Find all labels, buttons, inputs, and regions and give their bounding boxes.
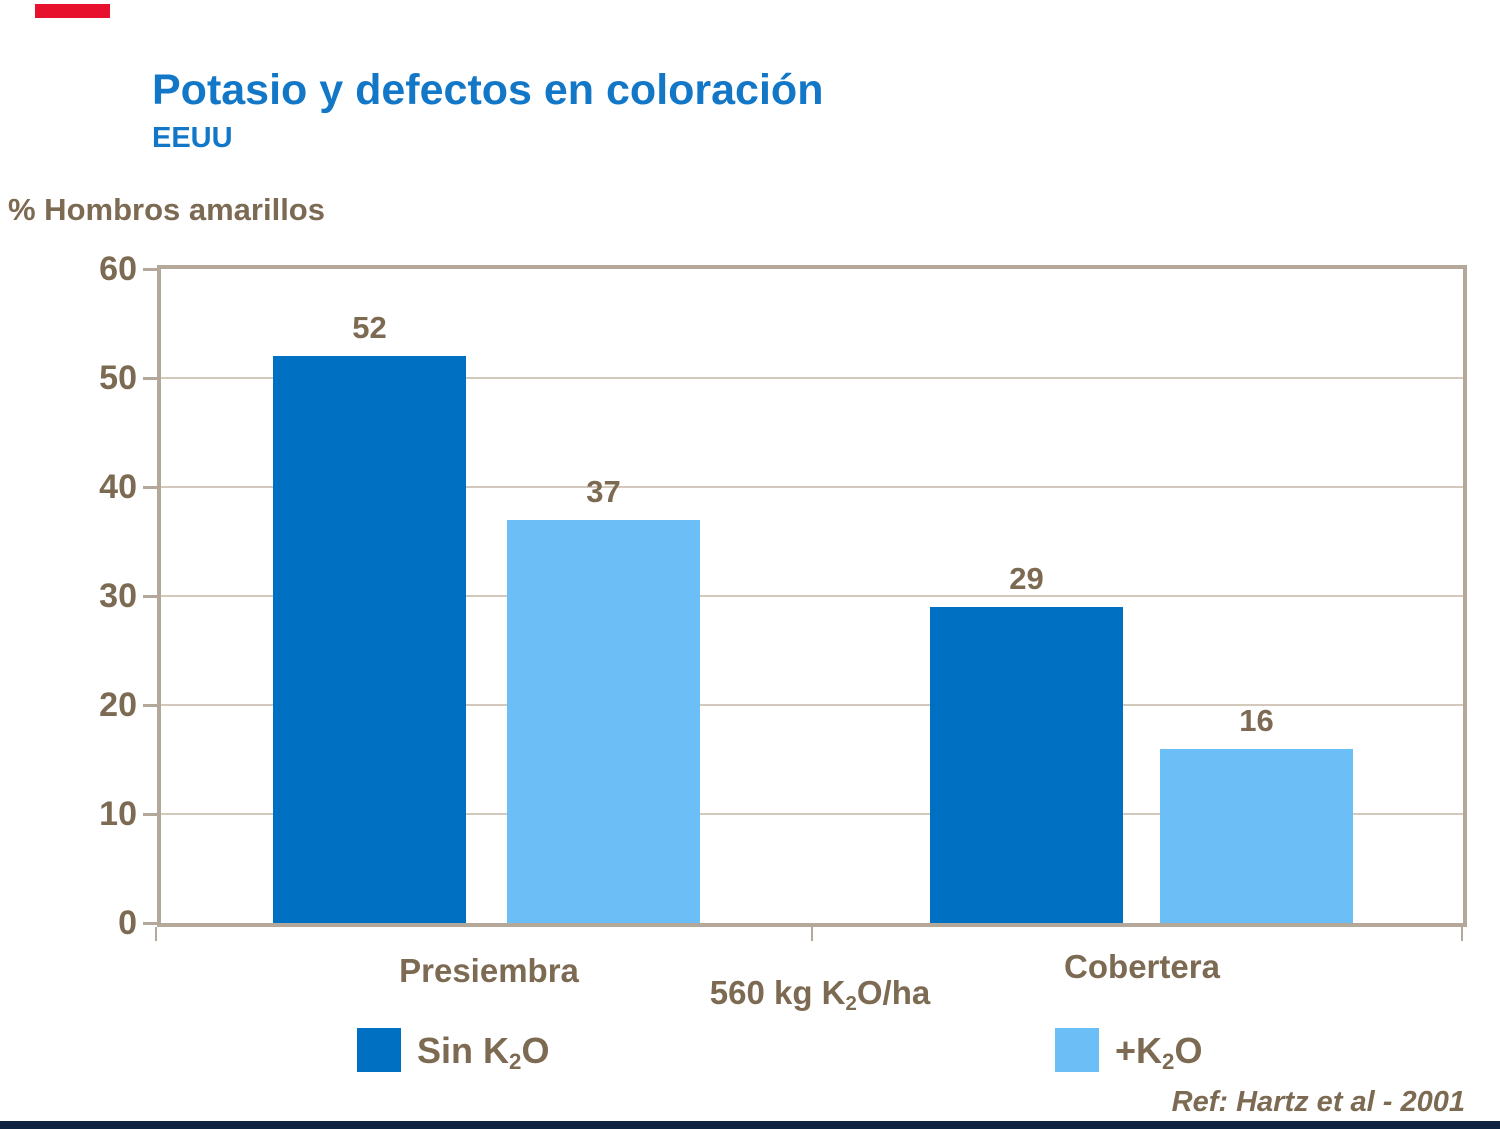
bar-cobertera-sin-k2o	[930, 606, 1123, 923]
gridline-20	[161, 704, 1463, 706]
legend-plus-pre: +K	[1115, 1030, 1163, 1071]
y-tick-label-20: 20	[99, 686, 137, 724]
y-tick-label-40: 40	[99, 468, 137, 506]
x-category-label-presiembra: Presiembra	[399, 952, 579, 989]
y-tick-mark-40	[143, 485, 157, 489]
y-tick-label-0: 0	[118, 904, 137, 942]
chart-subtitle: EEUU	[152, 122, 233, 154]
x-axis-note: 560 kg K2O/ha	[620, 974, 1020, 1015]
bar-value-label: 37	[586, 473, 621, 509]
y-tick-mark-10	[143, 812, 157, 816]
y-tick-label-60: 60	[99, 250, 137, 288]
x-axis-note-post: O/ha	[856, 974, 931, 1011]
bottom-accent-bar	[0, 1121, 1500, 1129]
y-tick-mark-60	[143, 267, 157, 271]
legend-swatch-sin-k2o	[357, 1028, 401, 1072]
bar-value-label: 52	[352, 310, 387, 346]
bar-cobertera-plus-k2o	[1160, 748, 1353, 923]
x-tick-mark-0	[155, 927, 157, 941]
plot-area: 52 37 29 16	[157, 265, 1467, 927]
y-tick-mark-30	[143, 594, 157, 598]
legend-sin-sub: 2	[509, 1049, 522, 1075]
legend-label-sin-k2o: Sin K2O	[417, 1030, 550, 1075]
legend-plus-post: O	[1174, 1030, 1203, 1071]
y-tick-label-10: 10	[99, 795, 137, 833]
gridline-30	[161, 595, 1463, 597]
bar-value-label: 16	[1239, 702, 1274, 738]
x-axis-note-sub: 2	[845, 991, 857, 1015]
gridline-10	[161, 813, 1463, 815]
chart-title: Potasio y defectos en coloración	[152, 66, 824, 114]
x-category-label-cobertera: Cobertera	[1064, 948, 1220, 985]
bar-presiembra-plus-k2o	[507, 519, 700, 923]
y-tick-mark-20	[143, 703, 157, 707]
legend-swatch-plus-k2o	[1055, 1028, 1099, 1072]
legend-label-plus-k2o: +K2O	[1115, 1030, 1203, 1075]
x-tick-mark-2	[1461, 927, 1463, 941]
gridline-50	[161, 377, 1463, 379]
y-tick-mark-50	[143, 376, 157, 380]
y-tick-label-50: 50	[99, 359, 137, 397]
gridline-40	[161, 486, 1463, 488]
legend-plus-sub: 2	[1162, 1049, 1175, 1075]
y-axis-title: % Hombros amarillos	[8, 192, 325, 227]
bar-presiembra-sin-k2o	[273, 356, 466, 923]
y-tick-label-30: 30	[99, 577, 137, 615]
reference-text: Ref: Hartz et al - 2001	[1171, 1086, 1465, 1118]
legend-sin-post: O	[521, 1030, 550, 1071]
y-tick-mark-0	[143, 921, 157, 925]
red-accent-bar	[35, 4, 110, 18]
x-tick-mark-1	[811, 927, 813, 941]
bar-value-label: 29	[1009, 560, 1044, 596]
x-axis-note-pre: 560 kg K	[709, 974, 846, 1011]
legend-sin-pre: Sin K	[417, 1030, 510, 1071]
